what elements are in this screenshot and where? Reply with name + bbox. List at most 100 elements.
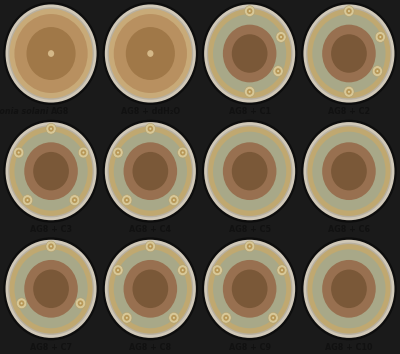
Ellipse shape	[213, 132, 286, 211]
Ellipse shape	[117, 269, 119, 271]
Ellipse shape	[10, 9, 92, 98]
Ellipse shape	[75, 298, 86, 309]
Ellipse shape	[50, 245, 52, 247]
Ellipse shape	[306, 7, 392, 100]
Ellipse shape	[207, 7, 292, 100]
Text: AG8 + C2: AG8 + C2	[328, 107, 370, 116]
Ellipse shape	[178, 147, 188, 158]
Ellipse shape	[244, 6, 255, 17]
Ellipse shape	[308, 244, 390, 333]
Ellipse shape	[249, 10, 251, 12]
Ellipse shape	[247, 8, 252, 14]
Ellipse shape	[249, 245, 251, 247]
Ellipse shape	[213, 249, 286, 328]
Ellipse shape	[22, 195, 33, 206]
Ellipse shape	[115, 267, 121, 273]
Ellipse shape	[14, 147, 24, 158]
Ellipse shape	[247, 244, 252, 249]
Ellipse shape	[105, 240, 196, 338]
Ellipse shape	[113, 265, 123, 275]
Text: AG8 + C9: AG8 + C9	[229, 343, 271, 352]
Ellipse shape	[8, 7, 94, 100]
Ellipse shape	[223, 25, 276, 82]
Ellipse shape	[304, 240, 394, 338]
Ellipse shape	[3, 237, 99, 340]
Ellipse shape	[273, 66, 283, 76]
Ellipse shape	[308, 126, 390, 216]
Ellipse shape	[207, 125, 292, 217]
Ellipse shape	[26, 27, 76, 80]
Ellipse shape	[108, 125, 193, 217]
Ellipse shape	[378, 34, 383, 40]
Ellipse shape	[301, 120, 397, 223]
Ellipse shape	[204, 240, 295, 338]
Ellipse shape	[312, 249, 386, 328]
Ellipse shape	[102, 237, 198, 340]
Ellipse shape	[109, 244, 192, 333]
Ellipse shape	[132, 269, 168, 308]
Text: AG8 + C8: AG8 + C8	[129, 343, 172, 352]
Ellipse shape	[149, 245, 151, 247]
Ellipse shape	[48, 244, 54, 249]
Ellipse shape	[33, 152, 69, 190]
Ellipse shape	[46, 241, 56, 252]
Ellipse shape	[344, 6, 354, 17]
Ellipse shape	[322, 142, 376, 200]
Ellipse shape	[301, 2, 397, 105]
Ellipse shape	[223, 260, 276, 318]
Ellipse shape	[169, 312, 179, 323]
Ellipse shape	[276, 32, 286, 42]
Ellipse shape	[3, 120, 99, 223]
Ellipse shape	[331, 152, 367, 190]
Ellipse shape	[375, 32, 386, 42]
Ellipse shape	[19, 300, 24, 306]
Ellipse shape	[322, 260, 376, 318]
Ellipse shape	[74, 199, 76, 201]
Ellipse shape	[16, 150, 22, 155]
Ellipse shape	[124, 260, 177, 318]
Ellipse shape	[208, 244, 291, 333]
Ellipse shape	[216, 269, 218, 271]
Ellipse shape	[124, 142, 177, 200]
Ellipse shape	[124, 315, 130, 321]
Ellipse shape	[268, 312, 278, 323]
Ellipse shape	[102, 120, 198, 223]
Ellipse shape	[147, 50, 154, 57]
Ellipse shape	[20, 302, 23, 304]
Ellipse shape	[346, 8, 352, 14]
Ellipse shape	[249, 91, 251, 93]
Ellipse shape	[223, 315, 229, 321]
Ellipse shape	[344, 86, 354, 97]
Ellipse shape	[10, 244, 92, 333]
Ellipse shape	[50, 128, 52, 130]
Ellipse shape	[124, 197, 130, 203]
Ellipse shape	[105, 5, 196, 103]
Ellipse shape	[232, 34, 268, 73]
Ellipse shape	[126, 199, 128, 201]
Ellipse shape	[70, 195, 80, 206]
Ellipse shape	[232, 269, 268, 308]
Ellipse shape	[113, 147, 123, 158]
Text: AG8 + C6: AG8 + C6	[328, 225, 370, 234]
Ellipse shape	[207, 242, 292, 335]
Ellipse shape	[379, 36, 381, 38]
Ellipse shape	[171, 197, 177, 203]
Ellipse shape	[114, 132, 187, 211]
Ellipse shape	[212, 265, 222, 275]
Ellipse shape	[16, 298, 27, 309]
Ellipse shape	[178, 265, 188, 275]
Ellipse shape	[312, 132, 386, 211]
Ellipse shape	[8, 125, 94, 217]
Ellipse shape	[169, 195, 179, 206]
Ellipse shape	[145, 241, 156, 252]
Ellipse shape	[202, 2, 298, 105]
Ellipse shape	[109, 9, 192, 98]
Ellipse shape	[306, 242, 392, 335]
Ellipse shape	[145, 123, 156, 134]
Ellipse shape	[33, 269, 69, 308]
Ellipse shape	[78, 300, 83, 306]
Ellipse shape	[281, 269, 283, 271]
Ellipse shape	[24, 142, 78, 200]
Ellipse shape	[105, 122, 196, 220]
Ellipse shape	[304, 122, 394, 220]
